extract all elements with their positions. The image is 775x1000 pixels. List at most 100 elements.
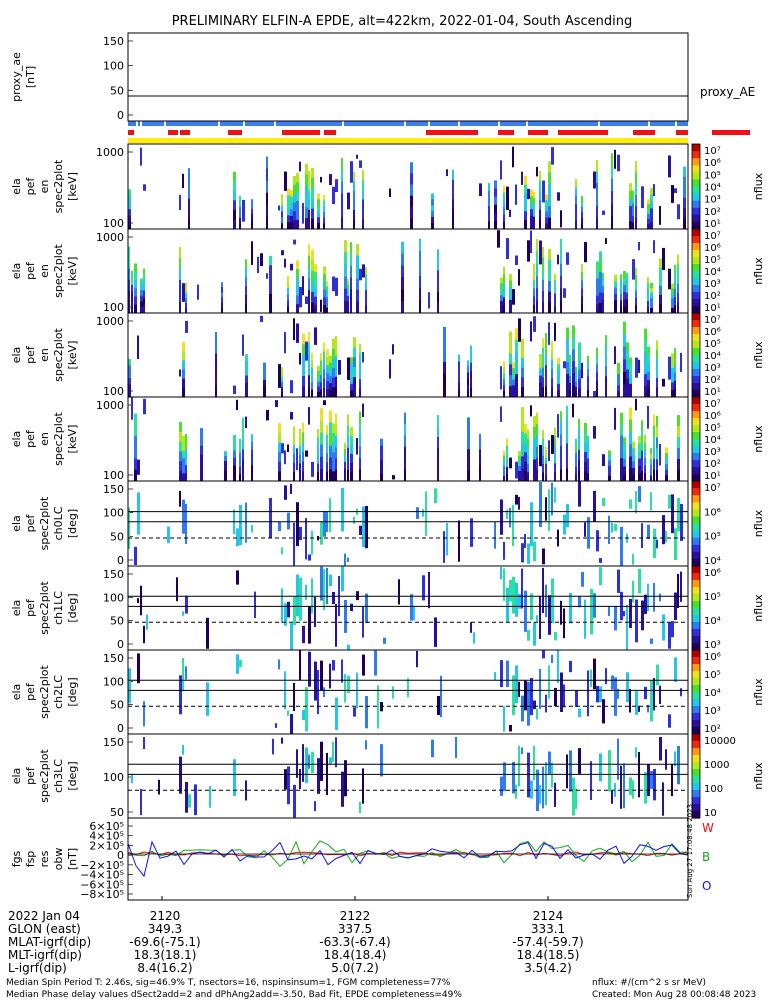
status-bar-red	[324, 130, 336, 135]
panel-ylabel-line: pef	[24, 682, 37, 701]
panel-frame	[127, 32, 689, 122]
colorbar-tick: 10⁶	[704, 652, 721, 663]
y-tick-label: 100	[103, 60, 124, 73]
colorbar-tick: 10¹	[704, 387, 721, 398]
info-row-value: 5.0(7.2)	[331, 961, 379, 975]
colorbar-tick: 10⁴	[704, 688, 721, 699]
panel-ylabel-line: pef	[24, 261, 37, 280]
panel-ylabel-line: spec2plot	[38, 496, 51, 550]
colorbar-label: nflux	[752, 257, 765, 285]
colorbar: 10⁶ 10⁵ 10⁴ 10³ nflux	[691, 565, 765, 651]
panel-en1: ela pef en spec2plot [keV]100010010⁷10⁶10⁵10…	[10, 228, 765, 314]
y-tick-label: 1000	[96, 399, 124, 412]
panel-ylabel-line: fgs	[10, 850, 23, 867]
panel-res: fgs fsp res obw [nT] 6×10⁵4×10⁵2×10⁵0−2×10⁵−4…	[10, 804, 714, 901]
panel-ylabel-line: [keV]	[66, 425, 79, 454]
colorbar-tick: 10³	[704, 447, 721, 458]
plot-title: PRELIMINARY ELFIN-A EPDE, alt=422km, 202…	[172, 14, 633, 29]
panel-ylabel-line: en	[38, 180, 51, 194]
colorbar-tick: 10⁷	[704, 146, 721, 157]
spectrogram-cells	[128, 481, 683, 566]
status-bar-red	[180, 130, 190, 135]
panel-en2: ela pef en spec2plot [keV]100010010⁷10⁶10⁵10…	[10, 312, 765, 398]
status-bar-red	[168, 130, 178, 135]
status-bar-gap	[428, 121, 430, 126]
info-row-value: 2122	[340, 909, 371, 923]
status-bar-red	[282, 130, 320, 135]
spectrogram-cells	[131, 737, 680, 818]
colorbar-tick: 10⁵	[704, 592, 721, 603]
y-tick-label: 150	[103, 35, 124, 48]
colorbar-tick: 10¹	[704, 303, 721, 314]
panel-ylabel-line: spec2plot	[38, 665, 51, 719]
info-row-value: -69.6(-75.1)	[129, 935, 200, 949]
colorbar-tick: 10⁵	[704, 532, 721, 543]
colorbar-tick: 10⁷	[704, 315, 721, 326]
colorbar: 10⁷ 10⁶ 10⁵ 10⁴ nflux	[691, 480, 765, 567]
info-row-value: 2120	[150, 909, 181, 923]
status-bar-yellow	[128, 138, 688, 143]
panel-ylabel-line: res	[38, 850, 51, 867]
status-bar-gap	[218, 121, 220, 126]
y-tick-label: −8×10⁵	[80, 888, 124, 901]
status-bar-red	[558, 130, 578, 135]
panel-proxy_ae: proxy_ae [nT] 150 100 50 0 proxy_AE	[10, 32, 755, 122]
panel-frame	[127, 480, 689, 567]
panel-ylabel-line: [deg]	[66, 509, 79, 538]
panel-ylabel-line: [deg]	[66, 677, 79, 706]
colorbar-tick: 10⁵	[704, 170, 721, 181]
y-tick-label: 50	[110, 806, 124, 819]
flux-units: nflux: #/(cm^2 s sr MeV)	[592, 978, 706, 988]
status-bar-red	[228, 130, 242, 135]
panel-ylabel-line: fsp	[24, 851, 37, 868]
panel-frame	[127, 143, 689, 230]
spectrogram-cells	[137, 566, 682, 650]
info-row-value: -63.3(-67.4)	[319, 935, 390, 949]
spectrogram-cells	[131, 397, 680, 482]
y-tick-label: 100	[103, 469, 124, 482]
panel-ylabel-line: pef	[24, 177, 37, 196]
colorbar-tick: 10²	[704, 724, 721, 735]
info-row-label: MLT-igrf(dip)	[8, 948, 82, 962]
status-bar-red	[498, 130, 514, 135]
y-tick-label: 0	[117, 722, 124, 735]
panel-ylabel-line: [nT]	[66, 848, 79, 870]
info-row-value: 18.3(18.1)	[134, 948, 197, 962]
colorbar-tick: 1000	[704, 760, 729, 771]
status-bar-gap	[140, 121, 142, 126]
colorbar-tick: 10⁴	[704, 616, 721, 627]
y-tick-label: 100	[103, 771, 124, 784]
status-bar-gap	[648, 121, 650, 126]
colorbar-tick: 10000	[704, 736, 736, 747]
panel-ylabel-line: ela	[10, 431, 23, 448]
y-tick-label: 6×10⁵	[89, 820, 124, 833]
panel-ylabel-line: ela	[10, 347, 23, 364]
panel-ylabel-line: spec2plot	[52, 159, 65, 213]
colorbar-tick: 10⁶	[704, 411, 721, 422]
panel-ylabel-line: ela	[10, 600, 23, 617]
spectrogram-cells	[128, 146, 686, 230]
y-tick-label: 150	[103, 568, 124, 581]
panel-pa0: ela pef spec2plot ch0LC [deg] 150 100 50 0 10⁷ 10⁶…	[10, 480, 765, 567]
panel-ylabel-line: [keV]	[66, 172, 79, 201]
panel-ylabel-line: spec2plot	[52, 244, 65, 298]
colorbar-label: nflux	[752, 678, 765, 706]
y-tick-label: 50	[110, 84, 124, 97]
status-bar-blue	[128, 121, 688, 126]
info-row-value: 8.4(16.2)	[137, 961, 192, 975]
y-tick-label: −4×10⁵	[80, 869, 124, 882]
colorbar: 10⁶ 10⁵ 10⁴ 10³ 10² nflux	[691, 649, 765, 735]
status-bar-red	[712, 130, 750, 135]
y-tick-label: 50	[110, 615, 124, 628]
y-tick-label: 0	[117, 638, 124, 651]
run-stamp: Sun Aug 27 17:08:48 2023	[686, 804, 694, 898]
y-tick-label: 100	[103, 301, 124, 314]
y-tick-label: −2×10⁵	[80, 859, 124, 872]
panel-ylabel-line: ch2LC	[52, 675, 65, 709]
colorbar-tick: 10⁴	[704, 435, 721, 446]
info-row-value: 3.5(4.2)	[524, 961, 572, 975]
panel-ylabel-line: ela	[10, 768, 23, 785]
status-bar-red	[528, 130, 548, 135]
panel-ylabel-line: proxy_ae	[10, 52, 23, 102]
panel-pa1: ela pef spec2plot ch1LC [deg] 150 100 50 0 10⁶ 10⁵…	[10, 565, 765, 651]
